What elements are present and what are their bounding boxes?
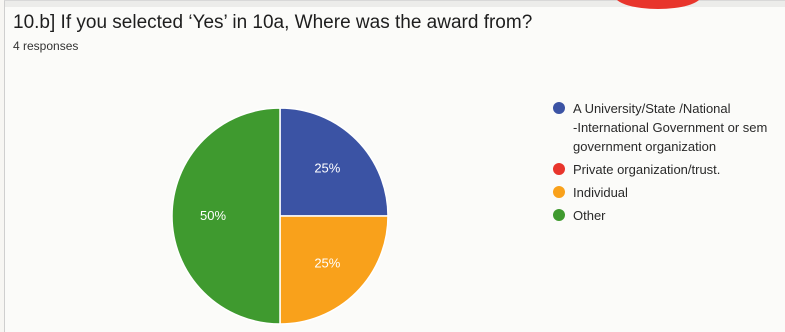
pie-chart: 25% 25% 50% xyxy=(171,107,389,325)
pie-slice xyxy=(279,215,389,325)
legend-swatch xyxy=(553,163,565,175)
pie-slice xyxy=(171,107,281,325)
chart-legend: A University/State /National -Internatio… xyxy=(553,99,785,229)
legend-swatch xyxy=(553,209,565,221)
legend-item: A University/State /National -Internatio… xyxy=(553,99,785,156)
red-highlight-mark xyxy=(615,0,701,9)
legend-item: Other xyxy=(553,206,785,225)
question-title: 10.b] If you selected ‘Yes’ in 10a, Wher… xyxy=(13,12,533,33)
legend-item: Private organization/trust. xyxy=(553,160,785,179)
legend-label: Other xyxy=(573,208,606,223)
top-divider xyxy=(5,1,785,7)
legend-swatch xyxy=(553,102,565,114)
response-count: 4 responses xyxy=(13,39,79,53)
slice-label: 50% xyxy=(200,208,226,223)
pie-slice xyxy=(279,107,389,217)
legend-item: Individual xyxy=(553,183,785,202)
slice-label: 25% xyxy=(314,255,340,270)
legend-label: Individual xyxy=(573,185,628,200)
legend-label: A University/State /National -Internatio… xyxy=(573,101,768,154)
legend-swatch xyxy=(553,186,565,198)
question-card: 10.b] If you selected ‘Yes’ in 10a, Wher… xyxy=(4,0,785,332)
slice-label: 25% xyxy=(314,161,340,176)
legend-label: Private organization/trust. xyxy=(573,162,721,177)
